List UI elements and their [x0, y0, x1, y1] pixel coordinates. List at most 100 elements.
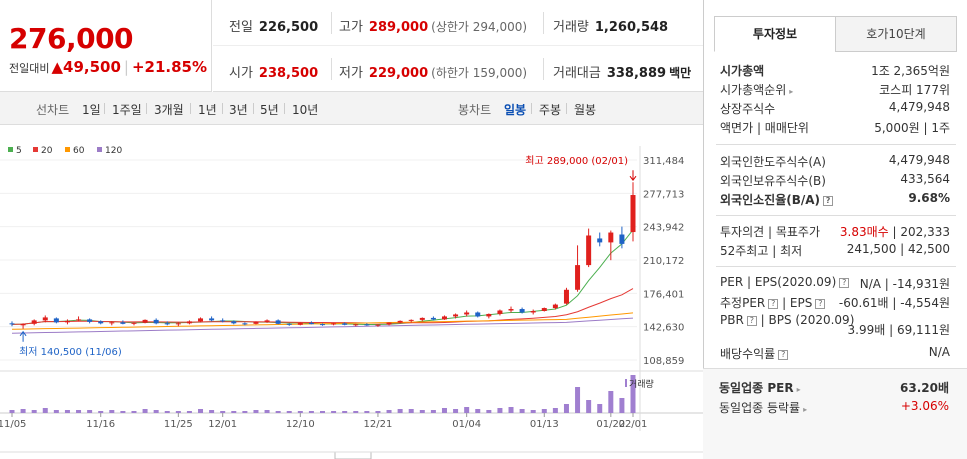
candle-body [186, 321, 192, 324]
volume-bar [453, 409, 459, 413]
price-summary: 전일 226,500 고가 289,000 (상한가 294,000) 거래량 1,26… [213, 0, 703, 92]
volume: 거래량 1,260,548 [553, 20, 669, 35]
summary-row-1: 전일 226,500 고가 289,000 (상한가 294,000) 거래량 1,26… [213, 0, 703, 46]
candle-body [397, 320, 403, 323]
volume-bar [353, 411, 359, 413]
volume-bar [142, 409, 148, 413]
candle-body [408, 319, 414, 321]
volume-bar [475, 409, 481, 413]
x-tick-label: 02/01 [619, 419, 648, 430]
change-percent: +21.85% [131, 58, 208, 76]
volume-bar [175, 411, 181, 413]
legend-swatch [8, 147, 13, 152]
change-separator: | [123, 58, 129, 76]
candle-body [619, 234, 625, 244]
candle-body [364, 324, 370, 326]
volume-bar [563, 404, 569, 413]
help-icon[interactable]: ? [815, 298, 826, 309]
volume-bar [253, 410, 259, 413]
volume-bar [98, 411, 104, 413]
help-icon[interactable]: ? [746, 315, 757, 326]
period-3y[interactable]: 3년 [229, 103, 248, 117]
volume-bar [109, 410, 115, 413]
volume-bar [297, 411, 303, 413]
candle-body [253, 321, 259, 324]
trade-amount: 거래대금 338,889 백만 [553, 66, 692, 81]
volume-bar [331, 411, 337, 413]
candle-body [264, 320, 270, 322]
candle-body [109, 322, 115, 324]
period-daily[interactable]: 일봉 [504, 103, 527, 117]
legend-swatch [97, 147, 102, 152]
help-icon[interactable]: ? [778, 349, 789, 360]
volume-bar [619, 398, 625, 413]
candle-body [198, 318, 204, 322]
candle-body [342, 323, 348, 325]
candle-body [586, 235, 592, 266]
candle-body [153, 319, 159, 324]
stock-chart[interactable]: 311,484 277,713 243,942 210,172 176,401 142,6… [0, 126, 703, 459]
candle-body [486, 313, 492, 317]
help-icon[interactable]: ? [839, 277, 850, 288]
volume-bar [120, 411, 126, 413]
volume-bar [486, 410, 492, 413]
y-tick-label: 108,859 [643, 356, 684, 367]
legend-swatch [33, 147, 38, 152]
candle-body [386, 322, 392, 325]
volume-bar [198, 409, 204, 413]
legend-label: 60 [73, 146, 85, 156]
low-price: 저가 229,000 (하한가 159,000) [339, 66, 528, 81]
ma120-line [11, 317, 634, 334]
candle-body [220, 320, 226, 322]
volume-bar [220, 411, 226, 413]
candle-body [608, 232, 614, 243]
volume-bar [20, 409, 26, 413]
period-3m[interactable]: 3개월 [154, 103, 184, 117]
sector-change-row[interactable]: 동일업종 등락률 ▸ +3.06% [719, 399, 949, 415]
sector-per-row[interactable]: 동일업종 PER ▸ 63.20배 [719, 381, 949, 395]
candle-body [209, 318, 215, 321]
listed-shares-row: 상장주식수 4,479,948 [720, 100, 950, 116]
ma20-line [11, 288, 634, 325]
x-tick-label: 12/21 [364, 419, 393, 430]
period-1d[interactable]: 1일 [82, 103, 101, 117]
volume-bar [430, 410, 436, 413]
tab-order-book[interactable]: 호가10단계 [835, 16, 957, 52]
dividend-row: 배당수익률? N/A [720, 345, 950, 361]
change-value: 49,500 [63, 58, 121, 76]
candle-body [353, 324, 359, 326]
volume-bar [76, 410, 82, 413]
candle-body [64, 320, 70, 323]
prev-close: 전일 226,500 [229, 20, 319, 35]
help-icon[interactable]: ? [823, 195, 834, 206]
period-1y[interactable]: 1년 [198, 103, 217, 117]
period-monthly[interactable]: 월봉 [574, 103, 597, 117]
x-tick-label: 11/25 [164, 419, 193, 430]
candle-body [453, 314, 459, 317]
volume-legend-swatch [625, 379, 627, 387]
sector-info: 동일업종 PER ▸ 63.20배 동일업종 등락률 ▸ +3.06% [703, 368, 967, 459]
period-weekly[interactable]: 주봉 [539, 103, 562, 117]
volume-bar [64, 410, 70, 413]
est-per-row: 추정PER? | EPS? -60.61배 | -4,554원 [720, 296, 950, 310]
ma5-line [11, 229, 634, 325]
period-5y[interactable]: 5년 [260, 103, 279, 117]
help-icon[interactable]: ? [768, 298, 779, 309]
investment-info-panel: 투자정보 호가10단계 시가총액 1조 2,365억원 시가총액순위 ▸ 코스피 17… [703, 0, 967, 459]
candle-body [552, 304, 558, 309]
candle-body [497, 310, 503, 314]
up-arrow-icon: ▲ [51, 58, 64, 76]
volume-bar [552, 408, 558, 413]
market-cap-rank-row[interactable]: 시가총액순위 ▸ 코스피 177위 [720, 83, 950, 97]
candle-body [541, 308, 547, 312]
period-1w[interactable]: 1주일 [112, 103, 142, 117]
tab-investment-info[interactable]: 투자정보 [714, 16, 836, 52]
price-change: 전일대비 ▲49,500 | +21.85% [9, 58, 207, 76]
candle-body [320, 324, 325, 326]
y-tick-label: 311,484 [643, 156, 684, 167]
period-10y[interactable]: 10년 [292, 103, 319, 117]
x-tick-label: 01/04 [452, 419, 481, 430]
low-arrow-head [19, 330, 27, 337]
candle-body [20, 323, 26, 326]
market-cap-row: 시가총액 1조 2,365억원 [720, 64, 950, 78]
